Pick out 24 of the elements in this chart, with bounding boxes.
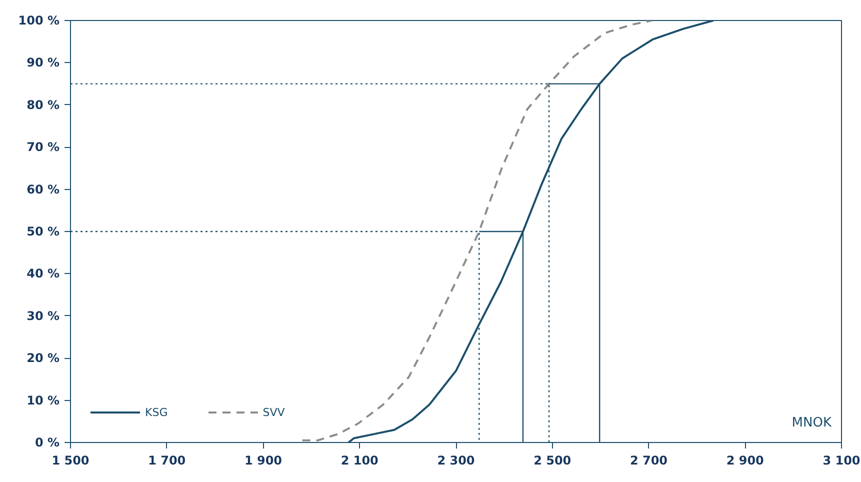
x-tick-label: 2 100 <box>340 454 378 468</box>
legend-label: SVV <box>262 406 285 418</box>
y-tick-label: 100 % <box>18 14 60 28</box>
y-tick-label: 0 % <box>34 436 60 450</box>
y-tick-label: 70 % <box>26 140 60 154</box>
x-axis-title: MNOK <box>792 416 832 430</box>
y-tick-label: 50 % <box>26 224 60 238</box>
y-tick-label: 20 % <box>26 351 60 366</box>
x-tick-label: 1 700 <box>148 454 186 468</box>
y-tick-label: 30 % <box>26 308 60 323</box>
x-tick-label: 3 100 <box>822 454 860 468</box>
x-tick-label: 2 700 <box>630 454 668 468</box>
x-tick-label: 2 900 <box>726 454 764 468</box>
y-tick-label: 90 % <box>26 56 60 70</box>
x-tick-label: 1 900 <box>244 454 282 468</box>
y-tick-label: 60 % <box>26 182 60 196</box>
x-tick-label: 2 500 <box>534 454 572 468</box>
y-tick-label: 40 % <box>26 266 60 281</box>
line-series <box>301 20 653 442</box>
legend-label: KSG <box>145 406 168 418</box>
x-tick-label: 1 500 <box>52 454 90 468</box>
y-tick-label: 10 % <box>26 393 60 408</box>
y-tick-label: 80 % <box>26 98 60 112</box>
x-tick-label: 2 300 <box>437 454 475 468</box>
